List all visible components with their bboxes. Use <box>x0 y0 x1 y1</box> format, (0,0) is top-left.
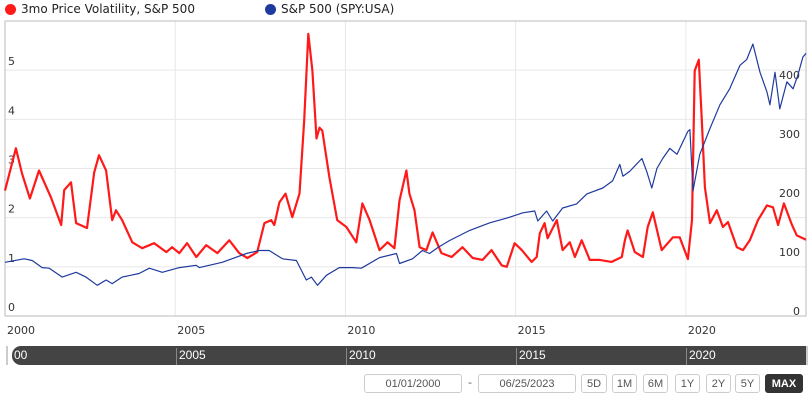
y-right-tick-label: 200 <box>779 187 800 200</box>
y-left-tick-label: 5 <box>8 55 15 68</box>
x-tick-label: 2005 <box>177 324 205 337</box>
navigator-handle-right[interactable] <box>806 346 808 365</box>
range-button-5y[interactable]: 5Y <box>735 374 760 393</box>
y-right-tick-label: 300 <box>779 128 800 141</box>
y-left-tick-label: 2 <box>8 203 15 216</box>
navigator-label: 2020 <box>686 348 716 365</box>
legend-item-spy[interactable]: S&P 500 (SPY:USA) <box>265 2 394 16</box>
series-lines <box>3 32 807 286</box>
axes: 0 1 2 3 4 5 0 100 200 300 400 2000 2005 2010 2015 2020 <box>4 20 807 337</box>
legend-label-volatility: 3mo Price Volatility, S&P 500 <box>21 2 195 16</box>
legend-marker-volatility <box>5 3 16 15</box>
end-date-input[interactable]: 06/25/2023 <box>478 374 576 393</box>
y-right-tick-label: 0 <box>793 305 800 318</box>
x-tick-label: 2010 <box>347 324 375 337</box>
date-separator: - <box>468 376 472 389</box>
volatility-line <box>3 32 807 268</box>
range-button-1y[interactable]: 1Y <box>675 374 700 393</box>
range-button-5d[interactable]: 5D <box>581 374 607 393</box>
navigator-label: 00 <box>14 348 28 362</box>
legend-item-volatility[interactable]: 3mo Price Volatility, S&P 500 <box>5 2 195 16</box>
range-button-2y[interactable]: 2Y <box>706 374 731 393</box>
start-date-input[interactable]: 01/01/2000 <box>364 374 462 393</box>
range-button-6m[interactable]: 6M <box>643 374 668 393</box>
plot-frame <box>4 20 807 317</box>
x-tick-label: 2015 <box>518 324 546 337</box>
y-left-tick-label: 0 <box>8 301 15 314</box>
range-button-max[interactable]: MAX <box>765 374 803 393</box>
y-right-tick-label: 400 <box>779 69 800 82</box>
x-tick-label: 2000 <box>7 324 35 337</box>
navigator-label: 2005 <box>176 348 206 365</box>
navigator-label: 2010 <box>346 348 376 365</box>
y-left-tick-label: 4 <box>8 104 15 117</box>
y-left-tick-label: 1 <box>8 252 15 265</box>
x-tick-label: 2020 <box>688 324 716 337</box>
legend-marker-spy <box>265 3 276 15</box>
navigator-handle-left[interactable] <box>6 346 8 365</box>
gridlines <box>5 21 806 316</box>
range-navigator[interactable]: 00 2005 2010 2015 2020 <box>12 346 806 365</box>
legend-label-spy: S&P 500 (SPY:USA) <box>281 2 395 16</box>
y-right-tick-label: 100 <box>779 246 800 259</box>
y-left-tick-label: 3 <box>8 154 15 167</box>
spy-price-line <box>4 43 807 286</box>
navigator-label: 2015 <box>516 348 546 365</box>
range-button-1m[interactable]: 1M <box>612 374 637 393</box>
